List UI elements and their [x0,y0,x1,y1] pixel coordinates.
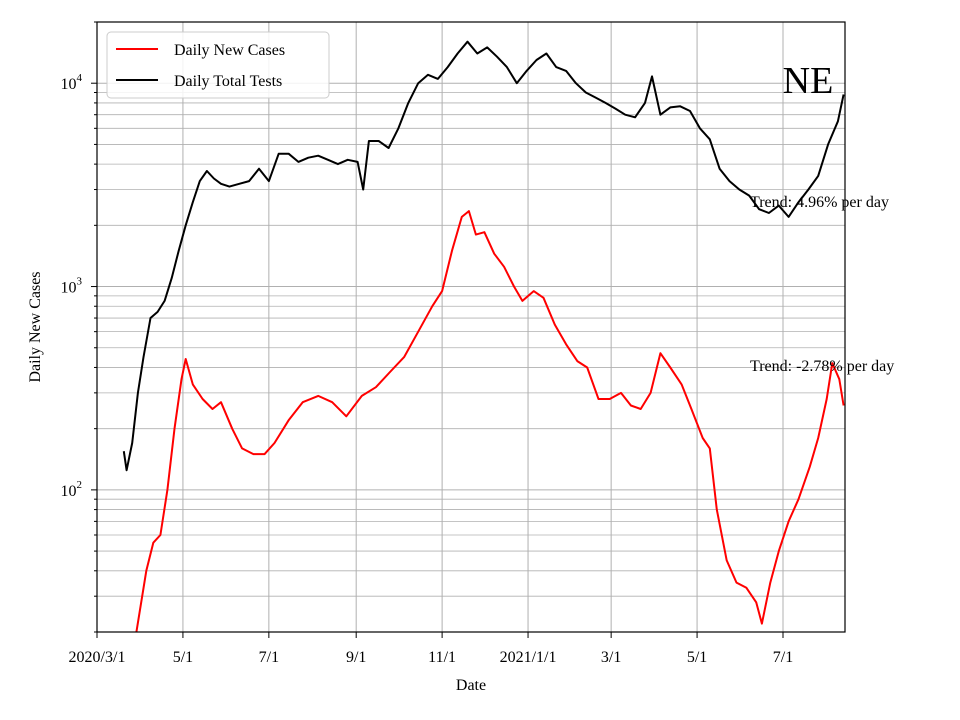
state-label: NE [783,60,834,102]
y-axis-label: Daily New Cases [27,271,44,382]
x-tick-label: 7/1 [259,649,279,666]
series-line-daily-new-cases [135,210,845,632]
x-tick-label: 2020/3/1 [69,649,126,666]
grid [96,21,845,633]
ticks: 2020/3/1 5/1 7/1 9/1 11/1 2021/1/1 3/1 5/1 7/1 10… [61,21,793,666]
x-tick-label: 2021/1/1 [500,649,557,666]
y-tick-label: 104 [61,72,83,93]
legend-box [106,31,330,99]
x-tick-label: 5/1 [687,649,707,666]
x-tick-label: 9/1 [346,649,366,666]
x-tick-label: 5/1 [173,649,193,666]
x-tick-label: 11/1 [428,649,456,666]
x-tick-label: 3/1 [601,649,621,666]
legend-label-daily-new-cases: Daily New Cases [174,42,285,59]
plot-frame [96,21,846,633]
x-tick-label: 7/1 [773,649,793,666]
y-tick-label: 103 [61,276,83,297]
legend-label-daily-total-tests: Daily Total Tests [174,73,282,90]
series-line-daily-total-tests [122,40,845,472]
x-axis-label: Date [456,677,486,694]
tests-trend-annotation: Trend: 4.96% per day [750,194,889,211]
series-layer [122,40,845,632]
y-tick-label: 102 [61,479,83,500]
legend: Daily New Cases Daily Total Tests [106,31,330,99]
cases-trend-annotation: Trend: -2.78% per day [750,358,894,375]
